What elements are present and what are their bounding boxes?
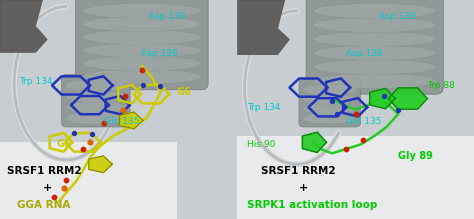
Ellipse shape bbox=[83, 69, 201, 84]
Point bbox=[100, 121, 108, 124]
FancyBboxPatch shape bbox=[306, 0, 443, 94]
Ellipse shape bbox=[313, 17, 436, 33]
FancyBboxPatch shape bbox=[237, 136, 474, 219]
Ellipse shape bbox=[65, 90, 127, 102]
Ellipse shape bbox=[313, 31, 436, 47]
Text: G6: G6 bbox=[176, 87, 191, 97]
Polygon shape bbox=[302, 132, 327, 152]
Ellipse shape bbox=[302, 103, 357, 114]
Ellipse shape bbox=[83, 16, 201, 32]
Text: +: + bbox=[43, 182, 52, 193]
FancyBboxPatch shape bbox=[237, 0, 474, 219]
Ellipse shape bbox=[65, 101, 127, 113]
Polygon shape bbox=[370, 88, 395, 109]
Point bbox=[70, 132, 78, 135]
Ellipse shape bbox=[313, 73, 436, 89]
Ellipse shape bbox=[313, 3, 436, 19]
FancyBboxPatch shape bbox=[0, 0, 237, 219]
Point bbox=[156, 84, 164, 88]
Ellipse shape bbox=[65, 112, 127, 124]
Point bbox=[88, 132, 95, 136]
Text: +: + bbox=[299, 182, 308, 193]
Ellipse shape bbox=[302, 84, 357, 95]
Text: Asp 136: Asp 136 bbox=[346, 49, 383, 58]
Text: Gly 89: Gly 89 bbox=[398, 151, 433, 161]
Point bbox=[352, 112, 359, 116]
Point bbox=[63, 178, 70, 181]
Point bbox=[60, 187, 68, 190]
Text: Trp 134: Trp 134 bbox=[247, 102, 281, 111]
Ellipse shape bbox=[302, 94, 357, 105]
FancyBboxPatch shape bbox=[0, 142, 177, 219]
Ellipse shape bbox=[83, 30, 201, 45]
Text: Asp 139: Asp 139 bbox=[379, 12, 416, 21]
Point bbox=[138, 68, 146, 72]
Point bbox=[328, 99, 336, 102]
Point bbox=[394, 108, 402, 111]
Point bbox=[359, 138, 366, 142]
Polygon shape bbox=[89, 156, 112, 173]
Point bbox=[119, 108, 127, 111]
Text: Asp 136: Asp 136 bbox=[141, 49, 177, 58]
Point bbox=[51, 195, 58, 199]
Polygon shape bbox=[237, 0, 290, 55]
Text: Trp 134: Trp 134 bbox=[19, 77, 53, 86]
Ellipse shape bbox=[83, 43, 201, 58]
Text: SRSF1 RRM2: SRSF1 RRM2 bbox=[261, 166, 336, 176]
Text: Asp 139: Asp 139 bbox=[149, 12, 186, 21]
Point bbox=[343, 147, 350, 151]
Point bbox=[79, 147, 87, 151]
Text: Gln 135: Gln 135 bbox=[346, 117, 382, 126]
Text: Gln 135: Gln 135 bbox=[104, 117, 139, 126]
Text: G5: G5 bbox=[57, 139, 72, 149]
Polygon shape bbox=[388, 88, 427, 109]
Text: SRPK1 activation loop: SRPK1 activation loop bbox=[247, 200, 377, 210]
Ellipse shape bbox=[65, 79, 127, 92]
FancyBboxPatch shape bbox=[62, 74, 130, 127]
Text: Trp 88: Trp 88 bbox=[427, 81, 455, 90]
FancyBboxPatch shape bbox=[76, 0, 208, 90]
Ellipse shape bbox=[313, 45, 436, 61]
Polygon shape bbox=[0, 0, 47, 53]
Point bbox=[139, 83, 146, 87]
Point bbox=[121, 95, 129, 98]
Text: SRSF1 RRM2: SRSF1 RRM2 bbox=[7, 166, 82, 176]
Point bbox=[380, 95, 388, 98]
Text: GGA RNA: GGA RNA bbox=[17, 200, 70, 210]
Polygon shape bbox=[119, 112, 143, 129]
Ellipse shape bbox=[83, 56, 201, 71]
FancyBboxPatch shape bbox=[299, 79, 360, 127]
Ellipse shape bbox=[83, 3, 201, 19]
Point bbox=[86, 141, 94, 144]
Ellipse shape bbox=[313, 59, 436, 75]
Ellipse shape bbox=[302, 113, 357, 124]
Text: His 90: His 90 bbox=[247, 140, 275, 149]
Point bbox=[333, 112, 341, 116]
